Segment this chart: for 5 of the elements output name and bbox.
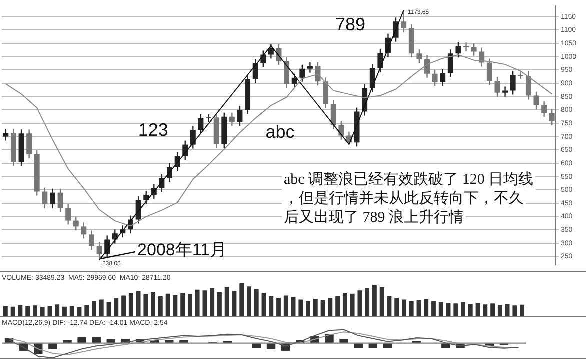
annotation: abc 调整浪已经有效跌破了 120 日均线，但是行情并未从此反转向下，不久后又出现了 789 浪上升行情 [284, 170, 534, 226]
annotation: 2008年11月 [138, 240, 228, 260]
annotation: 789 [336, 14, 366, 34]
annotation: 123 [138, 120, 168, 140]
annotation: abc [266, 122, 295, 142]
